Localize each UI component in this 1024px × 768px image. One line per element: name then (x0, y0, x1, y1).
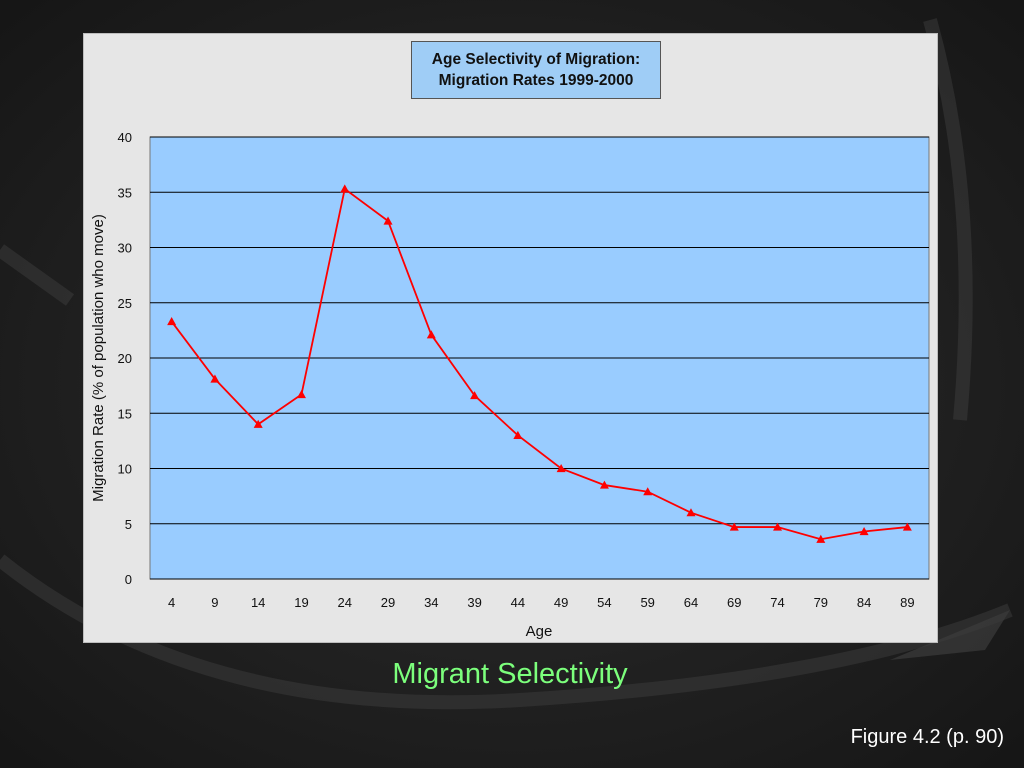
data-point-marker (383, 216, 393, 225)
y-tick-label: 10 (118, 462, 132, 477)
x-tick-label: 64 (684, 595, 698, 610)
data-point-marker (556, 464, 566, 473)
y-tick-label: 5 (125, 517, 132, 532)
data-point-marker (340, 184, 350, 193)
x-tick-label: 69 (727, 595, 741, 610)
data-point-marker (167, 317, 177, 326)
data-point-marker (816, 534, 826, 543)
data-point-marker (470, 391, 480, 400)
y-tick-label: 30 (118, 241, 132, 256)
y-tick-label: 40 (118, 130, 132, 145)
data-point-marker (902, 522, 912, 531)
data-point-marker (773, 522, 783, 531)
y-tick-label: 20 (118, 351, 132, 366)
chart-panel: 0 5 10 15 20 25 30 35 40 4 9 14 19 24 29 34 39 44 49 54 59 6… (83, 33, 938, 643)
x-tick-label: 89 (900, 595, 914, 610)
x-tick-label: 39 (467, 595, 481, 610)
chart-title-line1: Age Selectivity of Migration: (431, 51, 641, 68)
y-tick-label: 15 (118, 406, 132, 421)
x-axis-label: Age (526, 623, 553, 640)
figure-reference: Figure 4.2 (p. 90) (850, 726, 1004, 748)
y-tick-label: 0 (125, 572, 132, 587)
data-point-marker (210, 374, 220, 383)
gridlines (150, 136, 929, 580)
x-tick-label: 49 (554, 595, 568, 610)
x-tick-label: 14 (251, 595, 265, 610)
data-point-marker (513, 430, 523, 439)
x-tick-labels: 4 9 14 19 24 29 34 39 44 49 54 59 64 69 74 79 84 89 (168, 595, 915, 610)
chart-title-box: Age Selectivity of Migration: Migration … (411, 41, 661, 99)
data-point-marker (253, 419, 263, 428)
x-tick-label: 29 (381, 595, 395, 610)
x-tick-label: 74 (770, 595, 784, 610)
y-tick-labels: 0 5 10 15 20 25 30 35 40 (118, 130, 132, 587)
x-tick-label: 59 (640, 595, 654, 610)
x-tick-label: 19 (294, 595, 308, 610)
background-arrow-decoration (890, 610, 1010, 660)
x-tick-label: 24 (338, 595, 352, 610)
x-tick-label: 9 (211, 595, 218, 610)
data-point-marker (686, 508, 696, 517)
data-point-marker (729, 522, 739, 531)
x-tick-label: 54 (597, 595, 611, 610)
series-migration-rate (167, 184, 912, 543)
y-axis-label: Migration Rate (% of population who move… (90, 214, 107, 502)
data-point-marker (296, 389, 306, 399)
x-tick-label: 84 (857, 595, 871, 610)
x-tick-label: 79 (814, 595, 828, 610)
y-tick-label: 25 (118, 296, 132, 311)
x-tick-label: 44 (511, 595, 525, 610)
x-tick-label: 34 (424, 595, 438, 610)
x-tick-label: 4 (168, 595, 175, 610)
data-point-marker (859, 526, 869, 536)
y-tick-label: 35 (118, 185, 132, 200)
data-point-marker (599, 480, 609, 489)
series-line (170, 187, 908, 541)
data-point-marker (643, 487, 653, 496)
slide-caption: Migrant Selectivity (392, 658, 628, 690)
data-point-marker (426, 330, 436, 339)
chart-title-line2: Migration Rates 1999-2000 (438, 72, 634, 89)
